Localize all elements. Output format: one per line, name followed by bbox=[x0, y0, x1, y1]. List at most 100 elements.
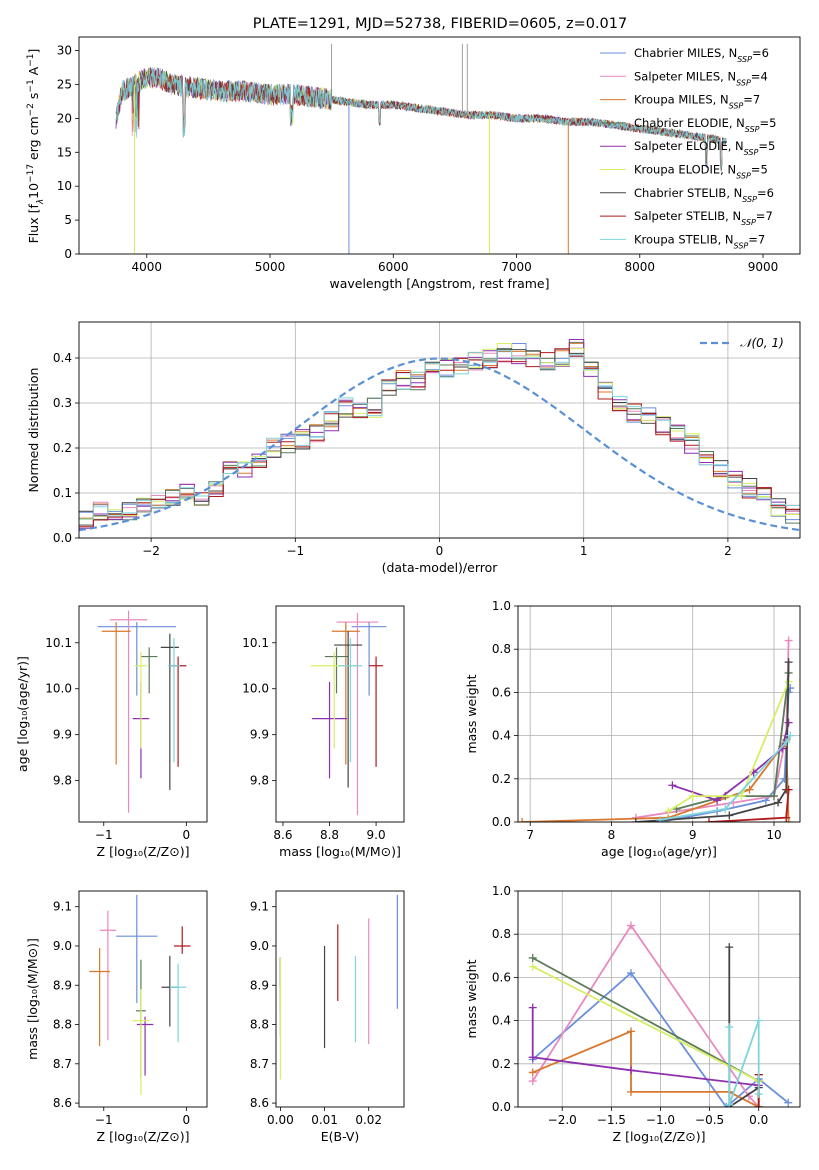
y-tick-label: 0.8 bbox=[492, 927, 511, 941]
x-axis-label: (data-model)/error bbox=[382, 560, 499, 575]
y-axis-label: Normed distribution bbox=[26, 368, 41, 493]
errorbars bbox=[97, 610, 187, 813]
errorbar-point bbox=[167, 638, 181, 763]
legend-label: Chabrier STELIB, NSSP=6 bbox=[634, 186, 774, 204]
y-tick-label: 9.0 bbox=[250, 939, 269, 953]
y-axis-label: Flux [fλ10−17 erg cm−2 s−1 A−1] bbox=[26, 49, 46, 244]
x-tick-label: 0 bbox=[183, 1113, 191, 1127]
x-tick-label: 0.00 bbox=[267, 1113, 294, 1127]
y-tick-label: 0.0 bbox=[53, 531, 72, 545]
axes-age_vs_mass: 8.6 8.8 9.0 9.8 9.9 10.0 10.1 mass [log₁₀(M/M⊙)… bbox=[242, 605, 405, 859]
errorbar-point bbox=[89, 947, 110, 1047]
y-tick-label: 0.0 bbox=[492, 1100, 511, 1114]
plot-area bbox=[97, 610, 187, 813]
axes-weight_vs_Z: −2.0 −1.5 −1.0 −0.5 0.0 0.0 0.2 0.4 0.6 0.8 1.0 Z [… bbox=[464, 884, 801, 1144]
axes-weight_vs_age: 7 8 9 10 0.0 0.2 0.4 0.6 0.8 1.0 age [log₁₀(age/yr… bbox=[464, 599, 801, 859]
errorbars bbox=[89, 894, 191, 1096]
errorbars bbox=[310, 612, 387, 816]
x-tick-label: 9000 bbox=[748, 260, 779, 274]
y-tick-label: 9.9 bbox=[53, 728, 72, 742]
y-tick-label: 8.6 bbox=[250, 1096, 269, 1110]
errorbar-point bbox=[101, 622, 131, 765]
weight-marker bbox=[626, 1027, 635, 1036]
x-tick-label: 0.0 bbox=[749, 1113, 768, 1127]
weight-marker bbox=[528, 1068, 537, 1077]
y-tick-label: 15 bbox=[57, 145, 72, 159]
errorbar-point bbox=[173, 926, 191, 954]
plot-area bbox=[79, 339, 800, 532]
weight-marker bbox=[664, 807, 673, 816]
chart-title: PLATE=1291, MJD=52738, FIBERID=0605, z=0… bbox=[253, 16, 627, 32]
spectrum-lines bbox=[115, 43, 727, 254]
x-tick-label: 0 bbox=[183, 828, 191, 842]
x-tick-label: 0 bbox=[436, 544, 444, 558]
axes-frame bbox=[78, 605, 208, 823]
x-tick-label: −1 bbox=[95, 828, 113, 842]
y-tick-label: 5 bbox=[64, 213, 72, 227]
errorbar-point bbox=[324, 647, 349, 694]
y-tick-label: 10.0 bbox=[242, 682, 269, 696]
legend-label: Kroupa MILES, NSSP=7 bbox=[634, 93, 760, 111]
axes-mass_vs_Z: −1 0 8.6 8.7 8.8 8.9 9.0 9.1 Z [log₁₀(Z/Z⊙)] mass… bbox=[25, 890, 208, 1144]
y-tick-label: 10.1 bbox=[45, 636, 72, 650]
weight-series bbox=[725, 1016, 763, 1107]
weight-lines bbox=[518, 636, 795, 822]
weight-series bbox=[528, 921, 763, 1107]
y-tick-label: 0.2 bbox=[53, 441, 72, 455]
x-tick-label: 4000 bbox=[132, 260, 163, 274]
errorbar-point bbox=[169, 963, 187, 1043]
errorbar-point bbox=[160, 633, 179, 790]
x-tick-label: 8000 bbox=[625, 260, 656, 274]
weight-series bbox=[528, 1027, 763, 1107]
plot-area bbox=[115, 43, 727, 254]
y-tick-label: 8.7 bbox=[53, 1057, 72, 1071]
weight-marker bbox=[725, 1023, 734, 1032]
y-tick-label: 9.1 bbox=[250, 900, 269, 914]
y-tick-label: 0.4 bbox=[492, 729, 511, 743]
y-axis-label: mass [log₁₀(M/M⊙)] bbox=[25, 938, 40, 1060]
histograms bbox=[79, 339, 800, 532]
errorbar-point bbox=[369, 656, 384, 767]
x-tick-label: 8.6 bbox=[273, 828, 292, 842]
legend-label: 𝒩(0, 1) bbox=[740, 336, 784, 350]
errorbar-point bbox=[116, 894, 158, 1003]
x-axis-label: wavelength [Angstrom, rest frame] bbox=[329, 276, 549, 291]
y-tick-label: 10.0 bbox=[45, 682, 72, 696]
weight-line bbox=[532, 1030, 760, 1107]
weight-marker bbox=[656, 815, 665, 822]
weight-marker bbox=[745, 785, 754, 794]
y-tick-label: 8.9 bbox=[53, 978, 72, 992]
errorbar-point bbox=[338, 638, 363, 763]
errorbar-point bbox=[136, 1016, 154, 1076]
weight-line bbox=[676, 672, 790, 810]
legend-label: Kroupa STELIB, NSSP=7 bbox=[634, 232, 765, 250]
axes-frame bbox=[275, 890, 405, 1108]
weight-line bbox=[667, 681, 790, 812]
errorbar-point bbox=[161, 955, 179, 1027]
weight-marker bbox=[774, 798, 783, 807]
x-tick-label: 8 bbox=[608, 828, 616, 842]
weight-marker bbox=[626, 1066, 635, 1075]
legend-label: Chabrier MILES, NSSP=6 bbox=[634, 46, 769, 64]
weight-marker bbox=[784, 718, 793, 727]
weight-marker bbox=[725, 943, 734, 952]
weight-marker bbox=[754, 1103, 763, 1107]
x-tick-label: 9 bbox=[689, 828, 697, 842]
axes-mass_vs_ebv: 0.00 0.01 0.02 8.6 8.7 8.8 8.9 9.0 9.1 E(B-V) bbox=[250, 890, 405, 1144]
plot-area bbox=[528, 921, 793, 1107]
errorbar-point bbox=[334, 631, 363, 788]
x-tick-label: 2 bbox=[724, 544, 732, 558]
axes-frame bbox=[78, 321, 801, 539]
plot-area bbox=[89, 894, 191, 1096]
y-tick-label: 0.0 bbox=[492, 815, 511, 829]
x-axis-label: mass [log₁₀(M/M⊙)] bbox=[279, 844, 401, 859]
plot-area bbox=[518, 636, 795, 822]
errorbar-point bbox=[134, 651, 148, 749]
axes-age_vs_Z: −1 0 9.8 9.9 10.0 10.1 Z [log₁₀(Z/Z⊙)] age [log… bbox=[15, 605, 208, 859]
axes-frame bbox=[78, 890, 208, 1108]
errorbar-point bbox=[336, 612, 379, 816]
weight-marker bbox=[782, 738, 791, 747]
errorbar-point bbox=[132, 989, 150, 1096]
weight-marker bbox=[725, 811, 734, 820]
